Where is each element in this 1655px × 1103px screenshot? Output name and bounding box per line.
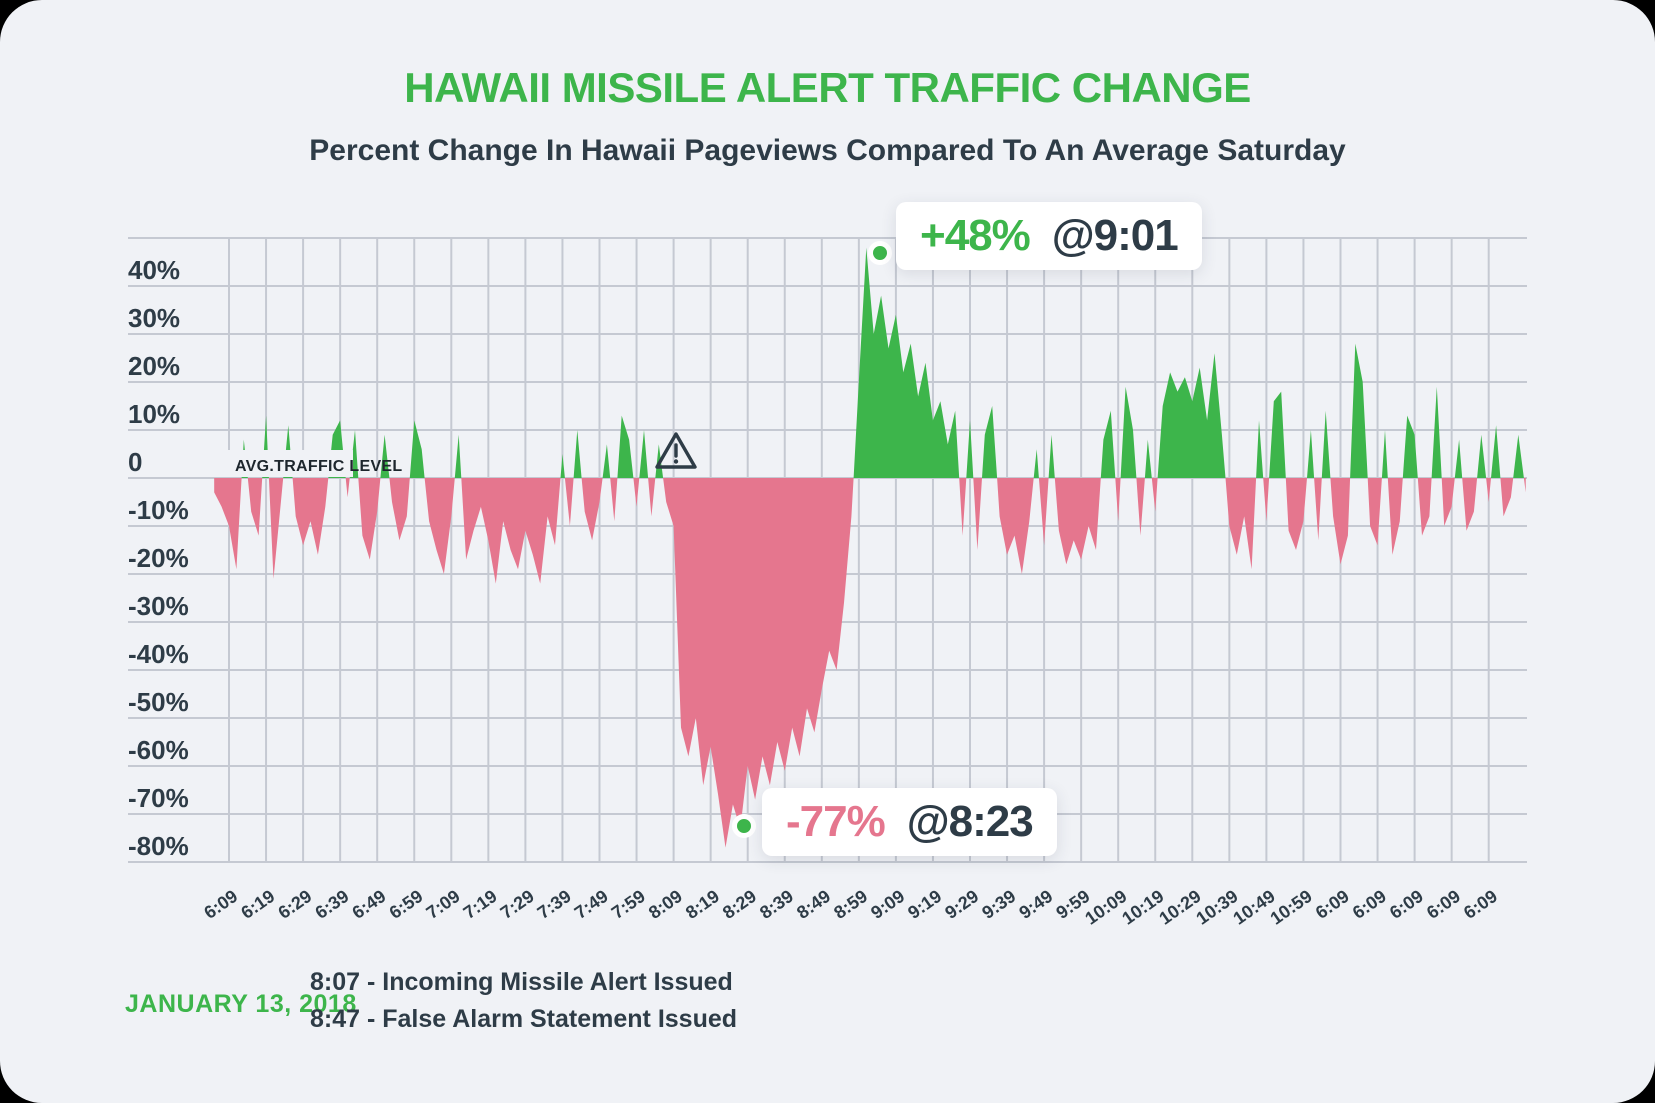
- y-tick-label: 10%: [128, 399, 180, 429]
- dip-time: @8:23: [906, 797, 1034, 846]
- x-tick-label: 9:09: [867, 886, 908, 923]
- dip-value: -77%: [786, 797, 886, 846]
- peak-time: @9:01: [1051, 211, 1179, 260]
- x-tick-label: 9:49: [1015, 886, 1056, 923]
- x-tick-label: 9:19: [904, 886, 945, 923]
- x-tick-label: 7:19: [460, 886, 501, 923]
- footer-notes: 8:07 - Incoming Missile Alert Issued 8:4…: [310, 964, 737, 1038]
- x-axis-labels: 6:096:196:296:396:496:597:097:197:297:39…: [200, 886, 1501, 929]
- peak-marker-dot: [868, 241, 892, 265]
- y-tick-label: -20%: [128, 543, 189, 573]
- y-tick-label: -10%: [128, 495, 189, 525]
- dip-callout: -77% @8:23: [762, 788, 1057, 856]
- x-tick-label: 8:39: [756, 886, 797, 923]
- avg-traffic-level-label: AVG.TRAFFIC LEVEL: [235, 458, 402, 475]
- y-tick-label: 40%: [128, 255, 180, 285]
- negative-area: [214, 478, 1526, 848]
- footer-date: JANUARY 13, 2018: [125, 990, 357, 1018]
- x-tick-label: 10:59: [1267, 886, 1316, 929]
- x-tick-label: 8:09: [645, 886, 686, 923]
- x-tick-label: 10:29: [1155, 886, 1204, 929]
- y-tick-label: -80%: [128, 831, 189, 861]
- x-tick-label: 6:19: [237, 886, 278, 923]
- y-tick-label: -70%: [128, 783, 189, 813]
- x-tick-label: 7:39: [534, 886, 575, 923]
- x-tick-label: 6:09: [1460, 886, 1501, 923]
- peak-value: +48%: [920, 211, 1031, 260]
- x-tick-label: 6:39: [311, 886, 352, 923]
- x-tick-label: 9:29: [941, 886, 982, 923]
- x-tick-label: 6:09: [1423, 886, 1464, 923]
- x-tick-label: 6:29: [274, 886, 315, 923]
- x-tick-label: 6:59: [386, 886, 427, 923]
- y-axis-labels: 40% 30% 20% 10% 0 -10% -20% -30% -40% -50% -60% -70…: [128, 255, 189, 861]
- x-tick-label: 6:09: [200, 886, 241, 923]
- x-tick-label: 8:49: [793, 886, 834, 923]
- x-tick-label: 6:09: [1312, 886, 1353, 923]
- x-tick-label: 10:09: [1081, 886, 1130, 929]
- footer-note-alert: 8:07 - Incoming Missile Alert Issued: [310, 968, 733, 996]
- page-subtitle: Percent Change In Hawaii Pageviews Compa…: [309, 134, 1346, 167]
- dip-marker-dot: [732, 814, 756, 838]
- y-tick-label: 30%: [128, 303, 180, 333]
- x-tick-label: 7:49: [571, 886, 612, 923]
- x-tick-label: 6:09: [1349, 886, 1390, 923]
- x-tick-label: 7:29: [497, 886, 538, 923]
- x-tick-label: 6:09: [1386, 886, 1427, 923]
- x-tick-label: 10:39: [1192, 886, 1241, 929]
- x-tick-label: 9:39: [978, 886, 1019, 923]
- x-tick-label: 8:29: [719, 886, 760, 923]
- x-tick-label: 10:49: [1230, 886, 1279, 929]
- peak-callout: +48% @9:01: [896, 202, 1202, 270]
- y-tick-label: -30%: [128, 591, 189, 621]
- y-tick-label: -40%: [128, 639, 189, 669]
- x-tick-label: 6:49: [349, 886, 390, 923]
- y-tick-label: -60%: [128, 735, 189, 765]
- x-tick-label: 7:09: [423, 886, 464, 923]
- page-title: HAWAII MISSILE ALERT TRAFFIC CHANGE: [404, 64, 1251, 111]
- y-tick-label: 0: [128, 447, 142, 477]
- avg-level-label-backdrop: [183, 450, 353, 477]
- x-tick-label: 10:19: [1118, 886, 1167, 929]
- positive-area: [214, 247, 1526, 478]
- y-tick-label: 20%: [128, 351, 180, 381]
- x-tick-label: 8:19: [682, 886, 723, 923]
- x-tick-label: 7:59: [608, 886, 649, 923]
- x-tick-label: 8:59: [830, 886, 871, 923]
- warning-icon: [655, 432, 697, 469]
- footer-note-false-alarm: 8:47 - False Alarm Statement Issued: [310, 1005, 738, 1033]
- y-tick-label: -50%: [128, 687, 189, 717]
